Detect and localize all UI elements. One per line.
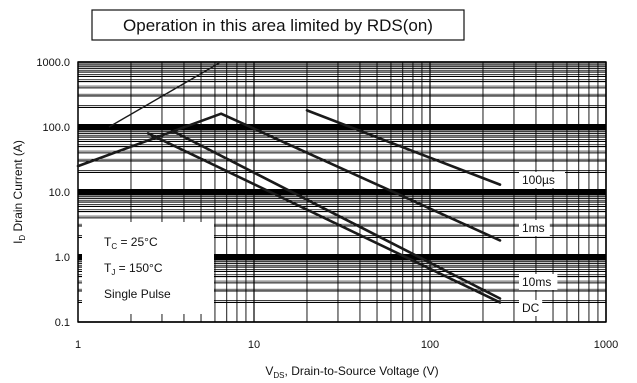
series-label-bg: [519, 172, 565, 188]
rds-limit-line: [108, 61, 222, 128]
x-axis-label: VDS, Drain-to-Source Voltage (V): [265, 364, 438, 380]
callout-box: [91, 9, 465, 41]
y-axis-label: ID Drain Current (A): [11, 140, 27, 244]
x-tick-label: 10: [248, 339, 260, 351]
series-label: 100µs: [522, 173, 555, 187]
series-line: [146, 132, 502, 304]
y-tick-label: 100.0: [42, 122, 70, 134]
annotations: Operation in this area limited by RDS(on…: [82, 9, 465, 314]
series-label: DC: [522, 301, 540, 315]
condition-line: Single Pulse: [104, 287, 171, 301]
x-tick-label: 100: [421, 339, 439, 351]
tick-labels: 1 10 100 1000 1000.0 100.0 10.0 1.0 0.1: [36, 57, 618, 351]
y-tick-label: 1000.0: [36, 57, 70, 69]
series-label-bg: [519, 300, 543, 316]
x-tick-label: 1000: [594, 339, 618, 351]
callout-text: Operation in this area limited by RDS(on…: [123, 16, 433, 35]
grid-band: [78, 254, 606, 260]
series-label-bg: [519, 220, 550, 236]
conditions-box: [82, 222, 214, 314]
series-label: 1ms: [522, 221, 545, 235]
y-tick-label: 0.1: [55, 317, 70, 329]
plot-frame: [77, 61, 607, 323]
condition-line: TC = 25°C: [104, 235, 158, 251]
y-tick-label: 1.0: [55, 252, 70, 264]
y-tick-label: 10.0: [49, 187, 70, 199]
condition-line: TJ = 150°C: [104, 261, 163, 277]
series-line: [172, 130, 502, 300]
series-line: [305, 109, 502, 186]
series-label: 10ms: [522, 275, 551, 289]
series-lines: 100µs 1ms 10ms DC: [76, 61, 565, 316]
x-tick-label: 1: [75, 339, 81, 351]
grid-band: [78, 189, 606, 195]
series-line: [76, 112, 502, 242]
series-label-bg: [519, 274, 558, 290]
grid-band: [78, 124, 606, 130]
